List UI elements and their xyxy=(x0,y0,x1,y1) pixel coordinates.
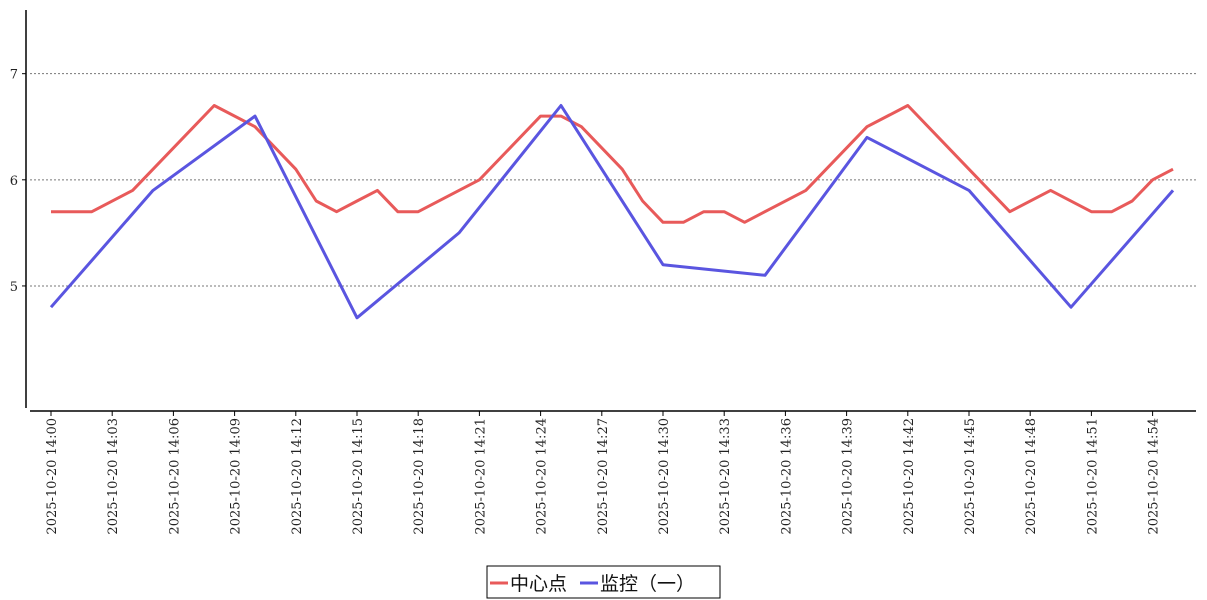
y-tick-label: 5 xyxy=(10,280,18,295)
x-tick-label: 2025-10-20 14:12 xyxy=(290,418,305,535)
x-tick-label: 2025-10-20 14:48 xyxy=(1024,418,1039,535)
legend-label-series-2: 监控（一） xyxy=(600,573,695,595)
x-tick-label: 2025-10-20 14:54 xyxy=(1147,418,1162,535)
x-tick-label: 2025-10-20 14:33 xyxy=(718,418,733,535)
x-tick-label: 2025-10-20 14:00 xyxy=(45,418,60,535)
legend: 中心点 监控（一） xyxy=(486,565,721,599)
x-tick-label: 2025-10-20 14:09 xyxy=(229,418,244,535)
legend-label-series-1: 中心点 xyxy=(510,573,567,595)
series-line-1 xyxy=(51,104,1174,224)
y-tick-label: 6 xyxy=(10,174,18,189)
x-tick-labels: 2025-10-20 14:00 2025-10-20 14:03 2025-10-… xyxy=(45,411,1162,535)
legend-frame xyxy=(486,565,721,599)
y-tick-label: 7 xyxy=(10,68,18,83)
x-tick-label: 2025-10-20 14:24 xyxy=(535,418,550,535)
x-tick-label: 2025-10-20 14:51 xyxy=(1085,418,1100,535)
x-tick-label: 2025-10-20 14:18 xyxy=(412,418,427,535)
series-line-2 xyxy=(49,104,1175,320)
x-tick-label: 2025-10-20 14:21 xyxy=(473,418,488,535)
x-tick-label: 2025-10-20 14:27 xyxy=(596,418,611,535)
x-tick-label: 2025-10-20 14:03 xyxy=(106,418,121,535)
series-lines xyxy=(49,104,1175,320)
x-tick-label: 2025-10-20 14:45 xyxy=(963,418,978,535)
x-tick-label: 2025-10-20 14:15 xyxy=(351,418,366,535)
x-tick-label: 2025-10-20 14:39 xyxy=(841,418,856,535)
x-tick-label: 2025-10-20 14:36 xyxy=(779,418,794,535)
x-tick-label: 2025-10-20 14:42 xyxy=(902,418,917,535)
x-tick-label: 2025-10-20 14:30 xyxy=(657,418,672,535)
y-tick-labels: 5 6 7 xyxy=(10,68,18,295)
axes xyxy=(25,10,1196,412)
x-tick-label: 2025-10-20 14:06 xyxy=(167,418,182,535)
